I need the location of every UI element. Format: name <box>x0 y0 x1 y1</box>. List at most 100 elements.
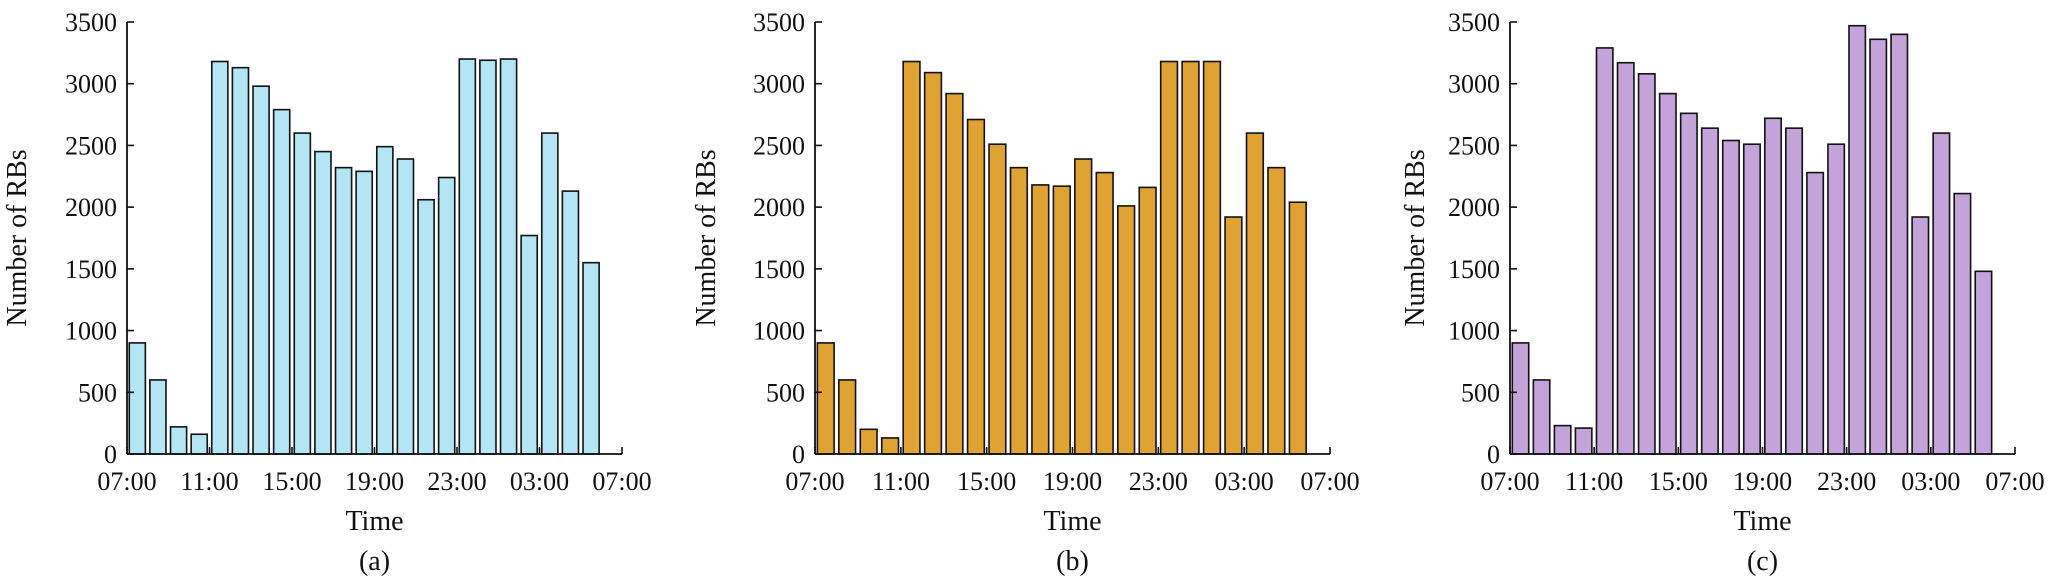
y-tick-label: 1000 <box>753 317 805 346</box>
bar-0100 <box>1202 60 1222 455</box>
panel-label: (b) <box>1056 546 1089 577</box>
bar-1000 <box>1574 427 1593 455</box>
x-tick-label: 15:00 <box>957 467 1016 496</box>
y-tick-label: 500 <box>766 378 805 407</box>
bar-0000 <box>479 59 497 455</box>
bar-1300 <box>252 85 270 455</box>
bar-0500 <box>582 261 600 455</box>
bar-0400 <box>1953 192 1972 455</box>
x-tick-label: 07:00 <box>1985 467 2044 496</box>
bar-0500 <box>1974 270 1993 455</box>
x-tick-label: 23:00 <box>427 467 486 496</box>
chart-panel-2: 0 500 1000 1500 2000 2500 3000 3500 07:00 11:00 15… <box>691 8 1360 577</box>
bar-0700 <box>816 342 835 455</box>
bar-2300 <box>1848 24 1867 455</box>
chart-panel-3: 0 500 1000 1500 2000 2500 3000 3500 07:00 11:00 15… <box>1400 8 2045 577</box>
x-axis-title: Time <box>1043 506 1101 537</box>
x-tick-label: 23:00 <box>1129 467 1188 496</box>
bar-0800 <box>1532 379 1551 455</box>
x-axis-title: Time <box>345 506 403 537</box>
bar-1400 <box>1658 92 1677 455</box>
y-tick-label: 0 <box>792 440 805 469</box>
y-tick-label: 1000 <box>1448 317 1500 346</box>
bar-0900 <box>169 426 188 455</box>
bar-2300 <box>458 58 477 455</box>
bar-0200 <box>520 234 539 455</box>
y-tick-label: 0 <box>104 440 117 469</box>
bar-0000 <box>1869 38 1888 455</box>
y-axis-title: Number of RBs <box>691 149 722 326</box>
bar-0700 <box>128 342 147 455</box>
bar-2000 <box>396 158 415 455</box>
x-tick-label: 11:00 <box>1565 467 1623 496</box>
x-tick-label: 03:00 <box>510 467 569 496</box>
bar-0000 <box>1181 60 1200 455</box>
y-tick-label: 0 <box>1487 440 1500 469</box>
bar-2000 <box>1095 171 1114 455</box>
bar-1100 <box>902 60 921 455</box>
bar-0800 <box>838 379 857 455</box>
bar-1200 <box>1616 61 1635 455</box>
x-tick-label: 11:00 <box>872 467 930 496</box>
y-tick-label: 3500 <box>1448 8 1500 37</box>
bar-2100 <box>1116 205 1136 455</box>
x-tick-label: 23:00 <box>1817 467 1876 496</box>
bar-1000 <box>880 437 900 455</box>
y-tick-label: 2500 <box>753 131 805 160</box>
panel-label: (a) <box>359 546 390 577</box>
bar-1500 <box>1679 112 1698 455</box>
bar-0700 <box>1511 342 1530 455</box>
x-tick-label: 03:00 <box>1901 467 1960 496</box>
y-tick-label: 3000 <box>753 70 805 99</box>
bar-2100 <box>1806 171 1825 455</box>
bar-1900 <box>1764 117 1783 455</box>
bar-0400 <box>561 190 580 455</box>
bar-1400 <box>966 118 986 455</box>
bar-0100 <box>1890 33 1909 455</box>
bar-1700 <box>334 166 353 455</box>
bar-1000 <box>190 433 209 455</box>
bar-1700 <box>1031 184 1050 455</box>
bar-1800 <box>1742 143 1761 455</box>
bar-0900 <box>1553 424 1572 455</box>
bar-0900 <box>859 428 878 455</box>
bar-1900 <box>1074 158 1093 455</box>
bar-2000 <box>1785 127 1804 455</box>
bar-0800 <box>149 379 167 455</box>
x-tick-label: 07:00 <box>97 467 156 496</box>
bar-0400 <box>1267 166 1286 455</box>
bar-1200 <box>231 66 250 455</box>
bar-0300 <box>540 132 559 455</box>
bar-1600 <box>1009 166 1029 455</box>
bar-0300 <box>1245 132 1265 455</box>
bar-2200 <box>437 176 456 455</box>
y-tick-label: 2000 <box>1448 193 1500 222</box>
x-tick-label: 15:00 <box>1649 467 1708 496</box>
x-tick-label: 07:00 <box>785 467 844 496</box>
x-tick-label: 19:00 <box>1043 467 1102 496</box>
y-axis-title: Number of RBs <box>1400 149 1431 326</box>
bar-1100 <box>210 60 229 455</box>
y-tick-label: 1500 <box>1448 255 1500 284</box>
bar-1600 <box>1700 127 1719 455</box>
y-tick-label: 2000 <box>65 193 117 222</box>
x-axis-title: Time <box>1733 506 1791 537</box>
bar-1400 <box>272 108 291 455</box>
y-tick-label: 1500 <box>65 255 117 284</box>
bar-1800 <box>1052 185 1071 455</box>
bar-1200 <box>923 71 943 455</box>
bar-2200 <box>1138 186 1157 455</box>
chart-panel-1: 0 500 1000 1500 2000 2500 3000 3500 07:00 11:00 15… <box>2 8 652 577</box>
y-tick-label: 3000 <box>1448 70 1500 99</box>
y-tick-label: 3000 <box>65 70 117 99</box>
y-tick-label: 3500 <box>65 8 117 37</box>
bar-0500 <box>1288 201 1307 455</box>
y-tick-label: 2500 <box>65 131 117 160</box>
bar-1800 <box>355 170 374 455</box>
x-tick-label: 07:00 <box>1480 467 1539 496</box>
x-tick-label: 19:00 <box>1733 467 1792 496</box>
y-axis-title: Number of RBs <box>2 149 33 326</box>
bar-1500 <box>988 143 1007 455</box>
x-tick-label: 03:00 <box>1215 467 1274 496</box>
y-tick-label: 2000 <box>753 193 805 222</box>
